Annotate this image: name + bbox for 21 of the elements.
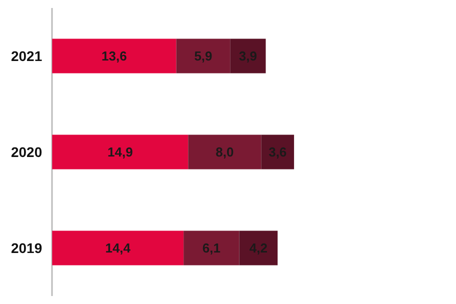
y-tick-label: 2019 <box>10 240 42 256</box>
data-label: 6,1 <box>202 240 220 256</box>
y-tick-label: 2021 <box>10 48 42 64</box>
bar <box>188 134 262 170</box>
bar <box>176 38 230 74</box>
data-label: 14,9 <box>107 144 133 160</box>
bar <box>230 38 266 74</box>
data-label: 4,2 <box>249 240 268 256</box>
bar <box>261 134 294 170</box>
y-tick-label: 2020 <box>10 144 42 160</box>
data-label: 5,9 <box>194 48 212 64</box>
data-label: 3,9 <box>238 48 257 64</box>
data-label: 13,6 <box>102 48 127 64</box>
data-label: 14,4 <box>105 240 132 256</box>
bar <box>52 134 188 170</box>
bar <box>239 230 278 266</box>
data-label: 8,0 <box>216 144 234 160</box>
data-label: 3,6 <box>268 144 287 160</box>
bar <box>184 230 240 266</box>
bar <box>52 230 184 266</box>
bar <box>52 38 176 74</box>
